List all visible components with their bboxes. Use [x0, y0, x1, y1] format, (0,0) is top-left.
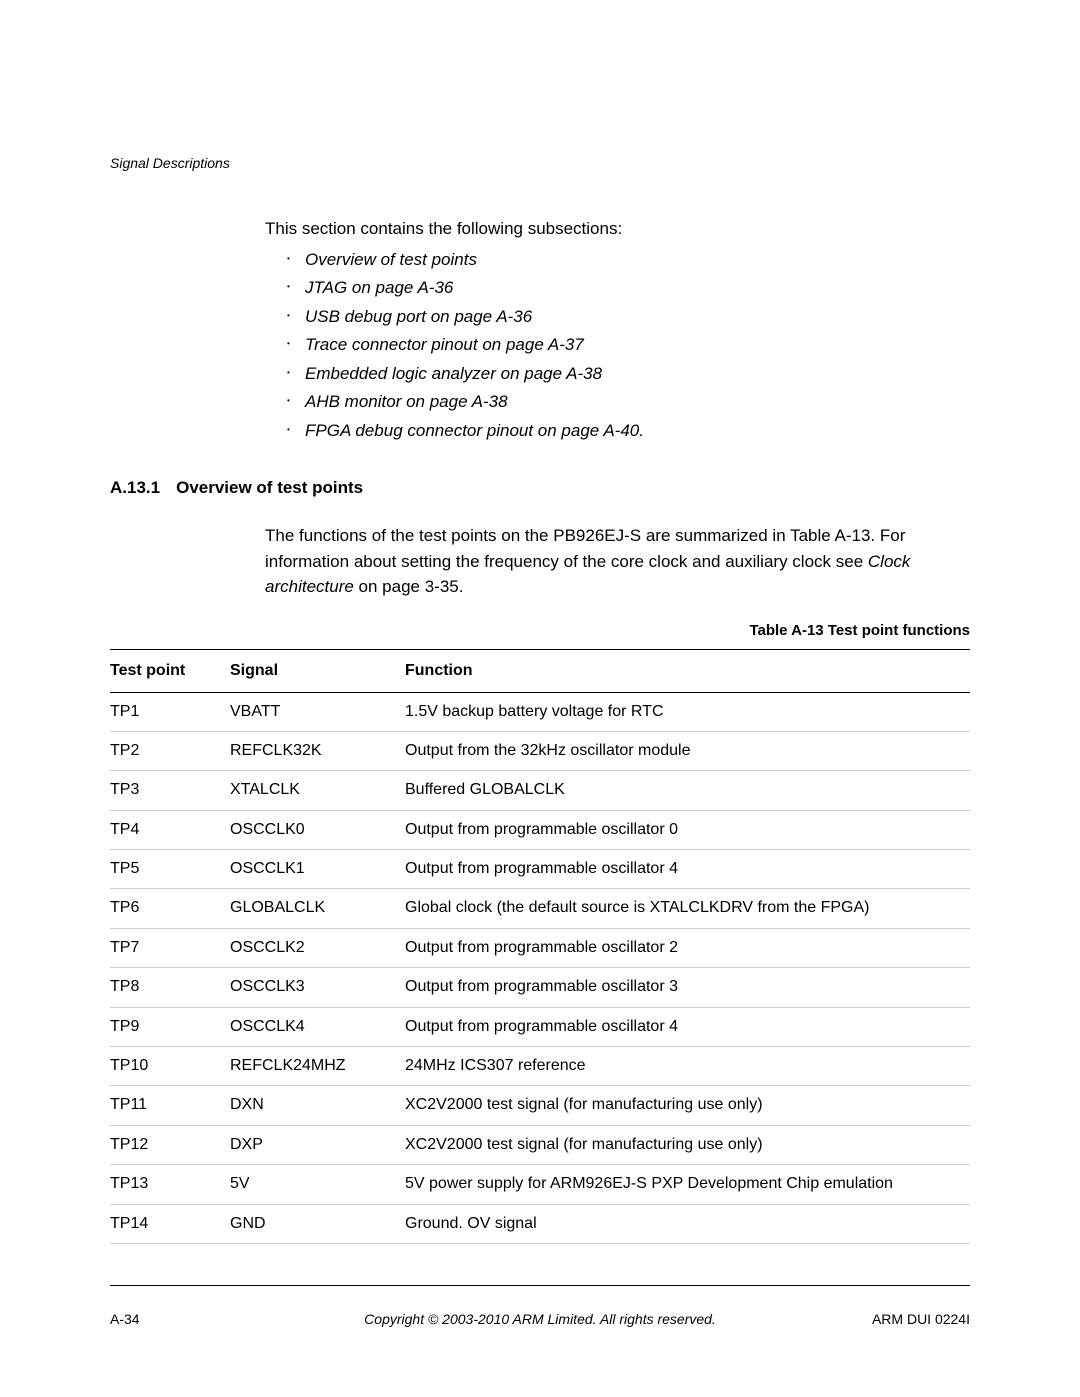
cell-tp: TP7: [110, 928, 230, 967]
list-item: USB debug port on page A-36: [305, 307, 532, 326]
footer-page-num: A-34: [110, 1311, 140, 1327]
cell-function: Output from programmable oscillator 3: [405, 968, 970, 1007]
table-row: TP10REFCLK24MHZ24MHz ICS307 reference: [110, 1047, 970, 1086]
table-row: TP2REFCLK32KOutput from the 32kHz oscill…: [110, 731, 970, 770]
col-header-signal: Signal: [230, 649, 405, 692]
cell-signal: OSCCLK3: [230, 968, 405, 1007]
cell-tp: TP14: [110, 1204, 230, 1243]
list-item: FPGA debug connector pinout on page A-40…: [305, 421, 644, 440]
cell-function: 1.5V backup battery voltage for RTC: [405, 692, 970, 731]
cell-tp: TP9: [110, 1007, 230, 1046]
table-row: TP5OSCCLK1Output from programmable oscil…: [110, 850, 970, 889]
cell-tp: TP4: [110, 810, 230, 849]
cell-tp: TP5: [110, 850, 230, 889]
list-item: Embedded logic analyzer on page A-38: [305, 364, 602, 383]
intro-text: This section contains the following subs…: [265, 216, 970, 242]
page-header: Signal Descriptions: [110, 155, 970, 171]
subsection-list: Overview of test points JTAG on page A-3…: [305, 247, 970, 444]
table-row: TP3XTALCLKBuffered GLOBALCLK: [110, 771, 970, 810]
cell-signal: VBATT: [230, 692, 405, 731]
cell-signal: REFCLK24MHZ: [230, 1047, 405, 1086]
cell-signal: DXN: [230, 1086, 405, 1125]
cell-function: 5V power supply for ARM926EJ-S PXP Devel…: [405, 1165, 970, 1204]
cell-function: Ground. OV signal: [405, 1204, 970, 1243]
cell-function: XC2V2000 test signal (for manufacturing …: [405, 1086, 970, 1125]
cell-tp: TP1: [110, 692, 230, 731]
table-header-row: Test point Signal Function: [110, 649, 970, 692]
cell-signal: OSCCLK0: [230, 810, 405, 849]
list-item: JTAG on page A-36: [305, 278, 453, 297]
list-item: AHB monitor on page A-38: [305, 392, 508, 411]
header-label: Signal Descriptions: [110, 155, 230, 171]
cell-tp: TP8: [110, 968, 230, 1007]
test-point-table: Test point Signal Function TP1VBATT1.5V …: [110, 649, 970, 1244]
cell-signal: OSCCLK2: [230, 928, 405, 967]
cell-tp: TP3: [110, 771, 230, 810]
table-row: TP12DXPXC2V2000 test signal (for manufac…: [110, 1125, 970, 1164]
cell-function: Output from programmable oscillator 4: [405, 1007, 970, 1046]
page-footer: A-34 Copyright © 2003-2010 ARM Limited. …: [110, 1285, 970, 1327]
cell-function: Output from programmable oscillator 2: [405, 928, 970, 967]
footer-docid: ARM DUI 0224I: [872, 1311, 970, 1327]
cell-signal: 5V: [230, 1165, 405, 1204]
table-row: TP1VBATT1.5V backup battery voltage for …: [110, 692, 970, 731]
cell-function: Output from programmable oscillator 4: [405, 850, 970, 889]
section-body: The functions of the test points on the …: [265, 523, 970, 600]
cell-tp: TP6: [110, 889, 230, 928]
cell-signal: REFCLK32K: [230, 731, 405, 770]
section-number: A.13.1: [110, 478, 160, 498]
table-row: TP4OSCCLK0Output from programmable oscil…: [110, 810, 970, 849]
section-heading: A.13.1 Overview of test points: [110, 478, 970, 498]
cell-signal: DXP: [230, 1125, 405, 1164]
cell-function: 24MHz ICS307 reference: [405, 1047, 970, 1086]
cell-tp: TP11: [110, 1086, 230, 1125]
cell-tp: TP2: [110, 731, 230, 770]
table-row: TP11DXNXC2V2000 test signal (for manufac…: [110, 1086, 970, 1125]
table-row: TP9OSCCLK4Output from programmable oscil…: [110, 1007, 970, 1046]
cell-signal: OSCCLK4: [230, 1007, 405, 1046]
cell-tp: TP10: [110, 1047, 230, 1086]
cell-function: Output from the 32kHz oscillator module: [405, 731, 970, 770]
list-item: Trace connector pinout on page A-37: [305, 335, 584, 354]
cell-function: Global clock (the default source is XTAL…: [405, 889, 970, 928]
cell-signal: GND: [230, 1204, 405, 1243]
cell-tp: TP12: [110, 1125, 230, 1164]
cell-function: XC2V2000 test signal (for manufacturing …: [405, 1125, 970, 1164]
footer-copyright: Copyright © 2003-2010 ARM Limited. All r…: [364, 1311, 716, 1327]
cell-signal: XTALCLK: [230, 771, 405, 810]
table-row: TP14GNDGround. OV signal: [110, 1204, 970, 1243]
section-title: Overview of test points: [176, 478, 363, 498]
cell-function: Output from programmable oscillator 0: [405, 810, 970, 849]
intro-section: This section contains the following subs…: [265, 216, 970, 443]
col-header-tp: Test point: [110, 649, 230, 692]
cell-signal: OSCCLK1: [230, 850, 405, 889]
table-row: TP7OSCCLK2Output from programmable oscil…: [110, 928, 970, 967]
cell-signal: GLOBALCLK: [230, 889, 405, 928]
list-item: Overview of test points: [305, 250, 477, 269]
cell-tp: TP13: [110, 1165, 230, 1204]
table-caption: Table A-13 Test point functions: [110, 622, 970, 639]
table-row: TP135V5V power supply for ARM926EJ-S PXP…: [110, 1165, 970, 1204]
body-text-1: The functions of the test points on the …: [265, 526, 905, 571]
table-row: TP6GLOBALCLKGlobal clock (the default so…: [110, 889, 970, 928]
table-row: TP8OSCCLK3Output from programmable oscil…: [110, 968, 970, 1007]
body-text-2: on page 3-35.: [354, 577, 464, 596]
cell-function: Buffered GLOBALCLK: [405, 771, 970, 810]
col-header-function: Function: [405, 649, 970, 692]
